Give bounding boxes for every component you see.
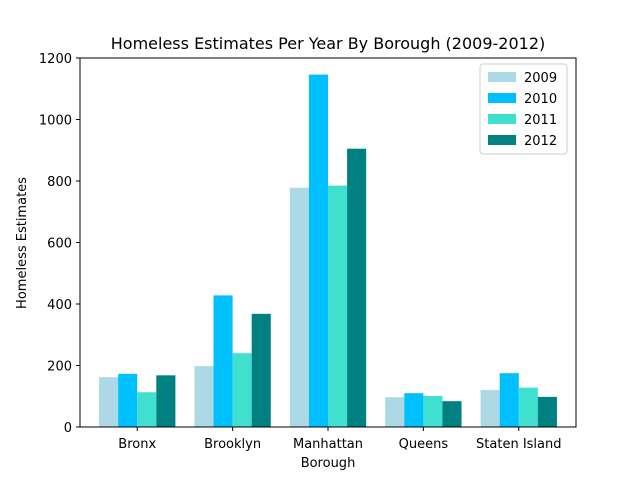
x-tick-label: Queens — [399, 437, 449, 452]
bar-manhattan-2011 — [328, 185, 348, 427]
legend: 2009 2010 2011 2012 — [479, 63, 568, 155]
bar-brooklyn-2010 — [213, 295, 233, 427]
x-tick-label: Manhattan — [293, 437, 363, 452]
y-tick-label: 1200 — [39, 52, 72, 67]
legend-box — [479, 63, 568, 155]
bar-manhattan-2010 — [308, 74, 328, 428]
bar-bronx-2010 — [118, 373, 138, 427]
bar-queens-2011 — [423, 395, 443, 427]
bar-brooklyn-2012 — [251, 313, 271, 427]
x-tick-label: Brooklyn — [204, 437, 261, 452]
legend-swatch-2012 — [488, 135, 516, 145]
x-tick-label: Staten Island — [476, 437, 561, 452]
bar-queens-2010 — [404, 393, 424, 427]
legend-label-2011: 2011 — [524, 113, 557, 128]
y-tick-label: 600 — [47, 237, 72, 252]
bars-group — [99, 74, 557, 428]
y-axis-label: Homeless Estimates — [15, 177, 30, 309]
y-tick-label: 400 — [47, 298, 72, 313]
legend-swatch-2011 — [488, 114, 516, 124]
chart-title: Homeless Estimates Per Year By Borough (… — [111, 34, 545, 53]
bar-bronx-2009 — [99, 377, 119, 427]
x-axis-label: Borough — [301, 456, 356, 471]
legend-label-2010: 2010 — [524, 92, 557, 107]
legend-swatch-2010 — [488, 93, 516, 103]
y-tick-label: 0 — [64, 421, 72, 436]
bar-bronx-2012 — [156, 375, 176, 427]
bar-queens-2009 — [385, 397, 405, 427]
bar-staten-island-2009 — [480, 390, 500, 427]
bar-manhattan-2009 — [289, 187, 309, 427]
legend-label-2009: 2009 — [524, 71, 557, 86]
bar-bronx-2011 — [137, 392, 157, 427]
legend-label-2012: 2012 — [524, 134, 557, 149]
bar-manhattan-2012 — [347, 148, 367, 427]
y-tick-label: 800 — [47, 175, 72, 190]
bar-staten-island-2012 — [537, 396, 557, 427]
bar-brooklyn-2009 — [194, 366, 214, 427]
y-tick-label: 200 — [47, 360, 72, 375]
legend-swatch-2009 — [488, 72, 516, 82]
y-tick-label: 1000 — [39, 114, 72, 129]
bar-staten-island-2010 — [499, 373, 519, 427]
bar-brooklyn-2011 — [232, 353, 252, 427]
axes-group: 0 200 400 600 800 1000 1200 Bronx Brooklyn Manhat… — [39, 52, 577, 452]
bar-queens-2012 — [442, 401, 462, 427]
x-tick-label: Bronx — [118, 437, 156, 452]
bar-staten-island-2011 — [518, 387, 538, 427]
